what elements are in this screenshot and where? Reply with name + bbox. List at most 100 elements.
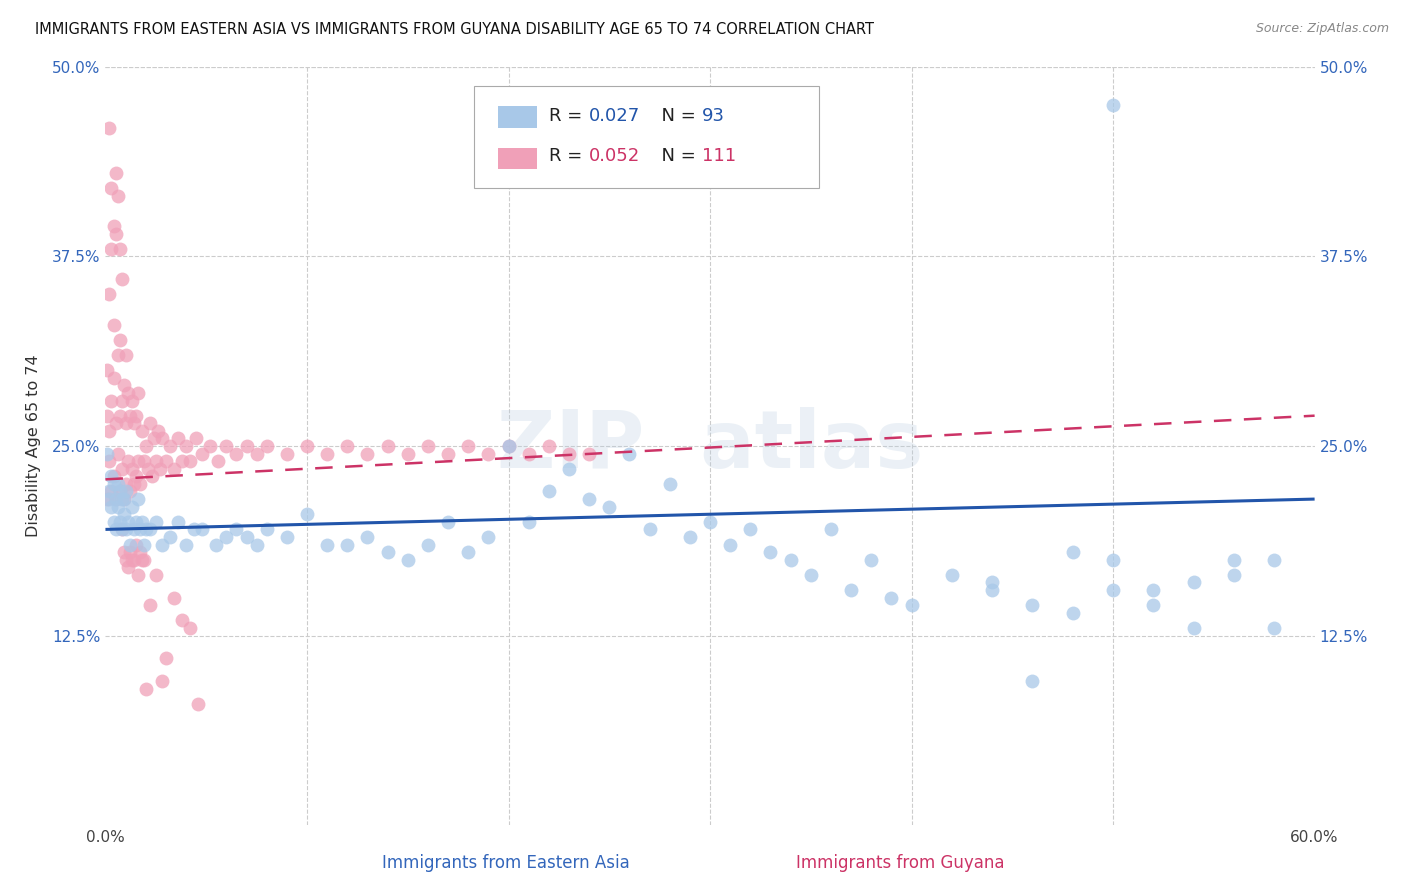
FancyBboxPatch shape — [499, 106, 537, 128]
Point — [136, 462, 159, 476]
Point — [104, 166, 127, 180]
Point — [149, 462, 172, 476]
Point — [103, 318, 125, 332]
Point — [1142, 599, 1164, 613]
Point — [124, 515, 148, 529]
Point — [108, 242, 131, 256]
Point — [117, 386, 139, 401]
Point — [396, 446, 419, 460]
FancyBboxPatch shape — [474, 86, 818, 188]
Point — [558, 446, 581, 460]
Point — [1021, 599, 1043, 613]
Point — [256, 522, 278, 536]
Point — [179, 621, 201, 635]
Point — [104, 227, 127, 241]
Point — [114, 552, 136, 567]
Point — [679, 530, 702, 544]
Point — [619, 446, 641, 460]
Point — [638, 522, 661, 536]
Point — [124, 409, 148, 423]
Point — [437, 515, 460, 529]
Point — [114, 416, 136, 430]
Point — [98, 454, 121, 468]
Point — [128, 476, 150, 491]
Point — [110, 462, 132, 476]
Point — [179, 454, 201, 468]
Point — [127, 492, 149, 507]
Point — [498, 439, 520, 453]
Point — [718, 537, 741, 551]
Point — [276, 530, 298, 544]
Point — [145, 454, 167, 468]
Point — [1062, 606, 1084, 620]
Point — [1263, 552, 1285, 567]
Point — [121, 462, 143, 476]
Point — [880, 591, 903, 605]
Point — [114, 484, 136, 499]
Point — [108, 515, 131, 529]
Point — [131, 515, 153, 529]
Point — [132, 537, 155, 551]
Point — [135, 681, 157, 696]
Point — [139, 522, 162, 536]
Point — [107, 189, 129, 203]
Point — [174, 537, 197, 551]
Point — [118, 537, 141, 551]
Point — [336, 537, 359, 551]
Point — [207, 454, 229, 468]
Point — [336, 439, 359, 453]
Point — [118, 484, 141, 499]
Point — [135, 522, 157, 536]
Text: IMMIGRANTS FROM EASTERN ASIA VS IMMIGRANTS FROM GUYANA DISABILITY AGE 65 TO 74 C: IMMIGRANTS FROM EASTERN ASIA VS IMMIGRAN… — [35, 22, 875, 37]
Point — [124, 469, 148, 483]
Point — [150, 432, 173, 446]
Point — [900, 599, 922, 613]
Point — [981, 583, 1004, 598]
Point — [498, 439, 520, 453]
Point — [96, 363, 118, 377]
Point — [128, 545, 150, 559]
Point — [112, 378, 135, 392]
Point — [117, 560, 139, 574]
Point — [132, 552, 155, 567]
Point — [118, 409, 141, 423]
Point — [186, 432, 208, 446]
Point — [517, 446, 540, 460]
Point — [127, 386, 149, 401]
Point — [477, 446, 499, 460]
Point — [107, 500, 129, 514]
Point — [205, 537, 228, 551]
Point — [128, 522, 150, 536]
Point — [150, 674, 173, 689]
Point — [377, 545, 399, 559]
Point — [183, 522, 205, 536]
Point — [100, 484, 122, 499]
Point — [145, 568, 167, 582]
Point — [141, 469, 163, 483]
Point — [100, 181, 122, 195]
Point — [155, 454, 177, 468]
Point — [820, 522, 842, 536]
Point — [316, 446, 339, 460]
Text: Immigrants from Eastern Asia: Immigrants from Eastern Asia — [382, 855, 630, 872]
Point — [215, 530, 238, 544]
Point — [114, 522, 136, 536]
Point — [246, 446, 269, 460]
Point — [981, 575, 1004, 590]
Point — [122, 416, 145, 430]
Point — [108, 333, 131, 347]
Point — [127, 454, 149, 468]
Point — [215, 439, 238, 453]
Point — [112, 492, 135, 507]
Point — [110, 272, 132, 286]
Point — [150, 537, 173, 551]
Point — [167, 515, 190, 529]
Point — [103, 219, 125, 233]
Point — [103, 371, 125, 385]
Point — [112, 492, 135, 507]
Point — [377, 439, 399, 453]
Point — [163, 591, 186, 605]
Point — [1182, 621, 1205, 635]
Point — [155, 651, 177, 665]
Point — [96, 492, 118, 507]
